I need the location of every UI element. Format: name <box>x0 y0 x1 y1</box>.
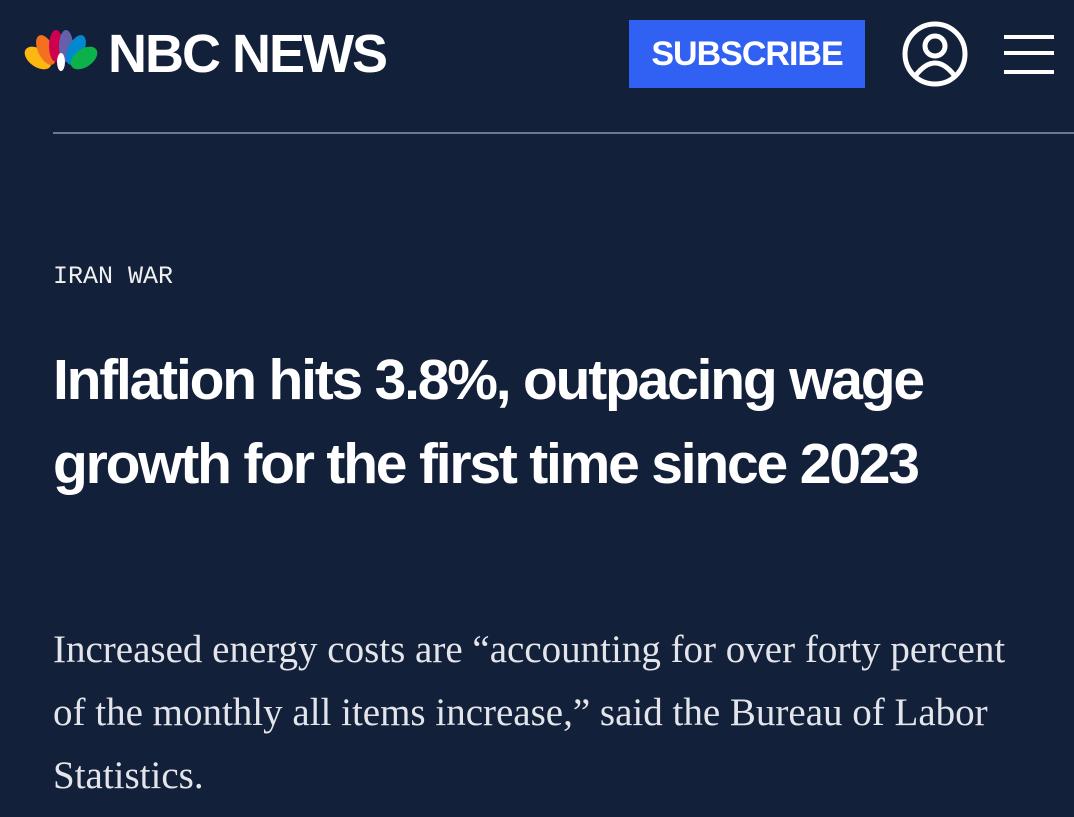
headline: Inflation hits 3.8%, outpacing wage grow… <box>53 348 925 496</box>
logo-text[interactable]: NBC NEWS <box>108 24 388 84</box>
subscribe-button[interactable]: SUBSCRIBE <box>629 20 865 88</box>
account-icon[interactable] <box>900 19 970 89</box>
logo-peacock[interactable] <box>24 28 98 78</box>
menu-icon[interactable] <box>1004 30 1056 78</box>
section-label[interactable]: IRAN WAR <box>53 262 174 291</box>
divider <box>53 132 1074 134</box>
dek: Increased energy costs are “accounting f… <box>53 628 1006 797</box>
